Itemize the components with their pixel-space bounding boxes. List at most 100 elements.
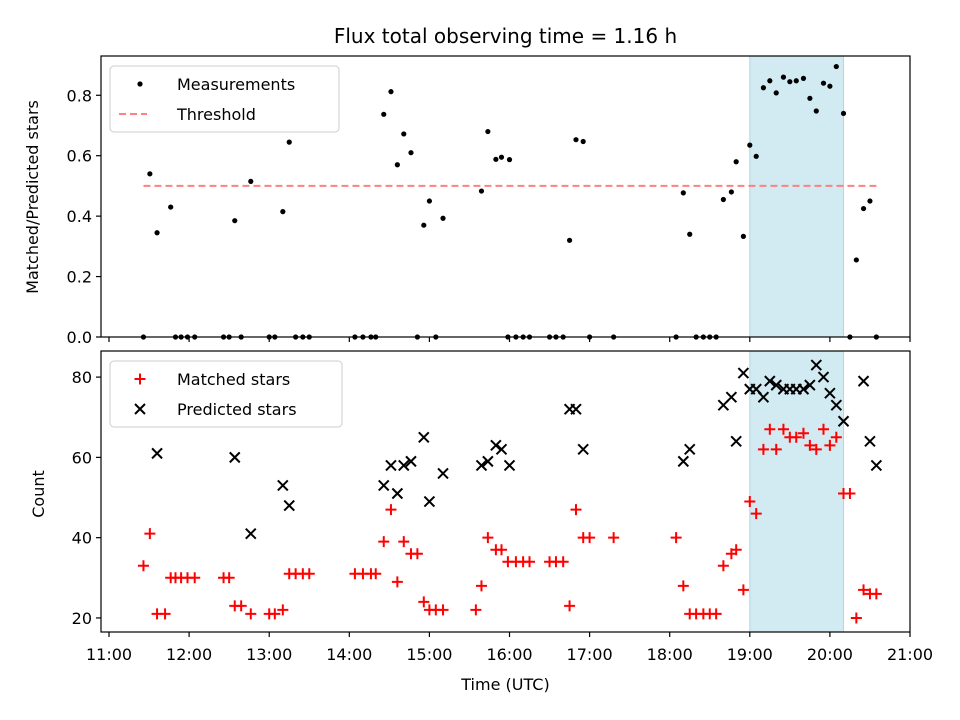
matched-stars-point [710, 608, 722, 620]
matched-stars-point [475, 580, 487, 592]
legend-label-predicted-stars: Predicted stars [177, 400, 297, 419]
matched-stars-point [495, 544, 507, 556]
predicted-stars-point [423, 495, 436, 508]
measurements-point [767, 78, 773, 84]
predicted-stars-point [398, 459, 410, 472]
x-tick-label: 17:00 [567, 645, 613, 664]
x-tick-label: 12:00 [166, 645, 212, 664]
predicted-stars-point [577, 443, 589, 456]
measurements-point [720, 196, 726, 203]
predicted-stars-point [385, 459, 397, 472]
measurements-point [573, 137, 579, 143]
matched-stars-point [737, 584, 749, 596]
matched-stars-point [245, 608, 257, 620]
x-tick-label: 21:00 [887, 645, 933, 664]
predicted-stars-point [437, 467, 449, 480]
measurements-point [232, 218, 238, 224]
measurements-point [833, 63, 839, 70]
matched-stars-point [418, 596, 430, 608]
measurements-point [401, 131, 407, 137]
predicted-stars-point [730, 435, 742, 448]
predicted-stars-point [824, 387, 836, 399]
predicted-stars-point [870, 459, 883, 472]
measurements-point [820, 80, 827, 86]
predicted-stars-point [837, 415, 850, 427]
predicted-stars-point [757, 391, 770, 403]
matched-stars-point [277, 604, 289, 616]
predicted-stars-point [570, 403, 582, 415]
top-y-axis-label: Matched/Predicted stars [23, 100, 42, 294]
matched-stars-point [757, 443, 769, 455]
chart-title: Flux total observing time = 1.16 h [334, 24, 677, 48]
x-tick-label: 13:00 [246, 645, 292, 664]
matched-stars-point [482, 532, 494, 544]
predicted-stars-point [864, 435, 876, 448]
matched-stars-point [804, 439, 816, 451]
matched-stars-point [750, 508, 762, 520]
matched-stars-point [378, 536, 390, 548]
matched-stars-point [570, 504, 582, 516]
bottom-panel: 20 40 60 80 11:00 12:00 13:00 14:00 15:00 16:00 17… [72, 350, 933, 664]
matched-stars-point [470, 604, 482, 616]
matched-stars-point [730, 544, 742, 556]
matched-stars-point [817, 423, 829, 435]
predicted-stars-point [391, 487, 404, 500]
measurements-point [478, 188, 485, 194]
y-tick-label: 20 [72, 609, 92, 628]
predicted-stars-point [857, 375, 870, 387]
predicted-stars-point [737, 367, 750, 379]
measurements-point [286, 139, 292, 145]
matched-stars-point [810, 443, 822, 455]
x-tick-label: 14:00 [326, 645, 372, 664]
matched-stars-point [524, 556, 536, 568]
predicted-stars-point [283, 499, 295, 512]
matched-stars-point [870, 588, 882, 600]
predicted-stars-point [151, 447, 163, 460]
measurements-point [680, 190, 686, 196]
matched-stars-point [564, 600, 576, 612]
predicted-stars-point [817, 371, 830, 383]
bottom-y-axis-label: Count [29, 470, 48, 518]
y-tick-label: 40 [72, 529, 92, 548]
matched-stars-point [850, 612, 862, 624]
x-axis-label: Time (UTC) [460, 675, 549, 694]
legend-box [109, 65, 340, 133]
matched-stars-point [824, 439, 836, 451]
x-tick-label: 15:00 [406, 645, 452, 664]
y-tick-label: 0.6 [67, 147, 92, 166]
measurements-point [867, 198, 873, 204]
matched-stars-point [159, 608, 171, 620]
predicted-stars-point [830, 399, 843, 411]
matched-stars-point [437, 604, 449, 616]
measurements-point [860, 205, 867, 212]
predicted-stars-point [229, 451, 241, 464]
matched-stars-point [670, 532, 682, 544]
measurements-point [421, 222, 427, 228]
matched-stars-point [764, 423, 776, 435]
measurements-point [787, 79, 793, 85]
predicted-stars-point [378, 479, 390, 492]
legend-label-measurements: Measurements [177, 75, 295, 94]
matched-stars-point [584, 532, 596, 544]
measurements-point [800, 75, 807, 81]
measurements-point [498, 154, 505, 160]
matched-stars-point [269, 608, 281, 620]
predicted-stars-point [677, 455, 690, 468]
predicted-stars-point [475, 459, 488, 472]
matched-stars-point [144, 528, 156, 540]
measurements-point [493, 156, 499, 162]
y-tick-label: 0.4 [67, 207, 92, 226]
measurements-point [807, 95, 813, 101]
predicted-stars-point [495, 443, 508, 456]
y-tick-label: 0.8 [67, 86, 92, 105]
matched-stars-point [844, 488, 856, 500]
legend-label-matched-stars: Matched stars [177, 370, 290, 389]
matched-stars-point [744, 496, 756, 508]
measurements-point [728, 189, 734, 195]
predicted-stars-point [770, 379, 782, 391]
measurements-point [440, 215, 446, 221]
measurements-point [840, 110, 847, 117]
predicted-stars-point [245, 527, 257, 540]
legend-swatch-predicted-stars [134, 403, 146, 415]
predicted-stars-point [797, 383, 810, 395]
